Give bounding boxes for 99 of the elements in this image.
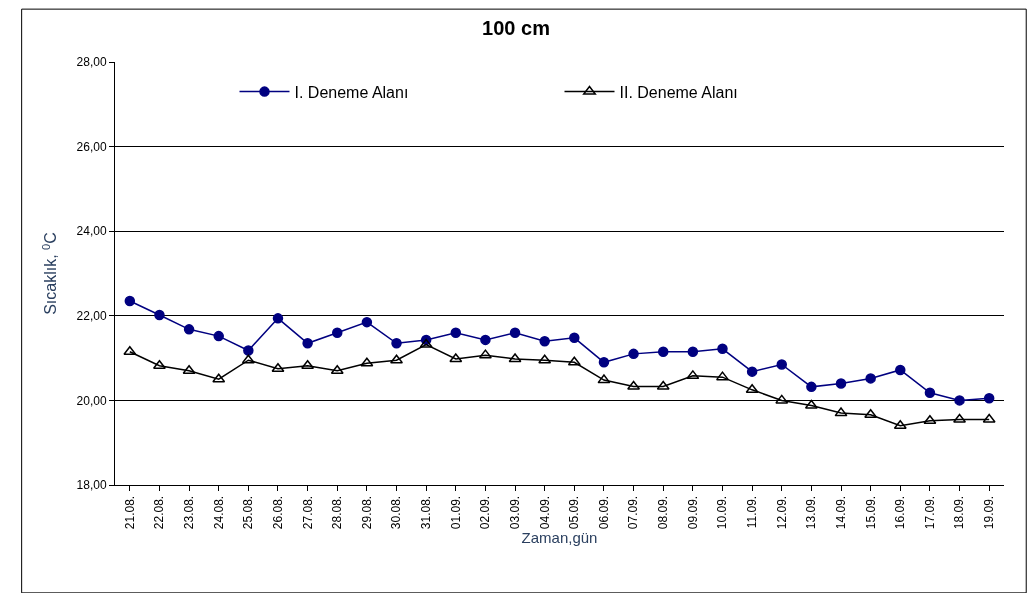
point — [152, 359, 166, 369]
point — [895, 364, 906, 376]
point — [893, 420, 907, 430]
x-tick-label: 06.09. — [596, 495, 611, 530]
point — [419, 338, 433, 348]
point — [656, 380, 670, 390]
point — [449, 353, 463, 363]
x-tick-label: 24.08. — [211, 495, 226, 530]
legend-label: II. Deneme Alanı — [619, 83, 738, 101]
point — [391, 338, 402, 349]
x-tick-label: 04.09. — [537, 495, 552, 530]
point — [182, 365, 196, 375]
x-tick-label: 19.09. — [982, 495, 997, 530]
point — [539, 335, 550, 347]
y-tick-label: 24,00 — [76, 224, 107, 239]
point — [627, 380, 641, 390]
x-tick-label: 29.08. — [359, 495, 374, 530]
point — [538, 354, 552, 364]
point — [745, 384, 759, 394]
point — [567, 356, 581, 366]
point — [597, 374, 611, 384]
x-axis-title: Zaman,gün — [521, 529, 598, 547]
point — [124, 295, 136, 307]
x-tick-label: 16.09. — [893, 495, 908, 530]
x-tick-label: 11.09. — [745, 495, 760, 529]
point — [806, 381, 817, 393]
point — [715, 371, 729, 381]
x-tick-label: 17.09. — [922, 495, 937, 530]
point — [834, 407, 848, 417]
point — [804, 399, 818, 409]
point — [213, 330, 224, 342]
point — [332, 327, 343, 338]
point — [864, 409, 878, 419]
x-tick-label: 15.09. — [863, 495, 878, 530]
point — [775, 394, 789, 404]
point — [241, 354, 255, 364]
point — [480, 334, 491, 346]
point — [508, 353, 522, 363]
x-tick-label: 30.08. — [389, 495, 404, 530]
y-tick-label: 18,00 — [76, 478, 107, 493]
x-tick-label: 05.09. — [567, 495, 582, 530]
point — [478, 349, 492, 359]
legend-label: I. Deneme Alanı — [294, 83, 409, 101]
chart-title: 100 cm — [482, 16, 550, 39]
y-tick-label: 22,00 — [76, 309, 107, 323]
point — [360, 357, 374, 367]
point — [598, 357, 610, 368]
point — [154, 309, 165, 321]
x-tick-label: 08.09. — [656, 495, 671, 530]
x-tick-label: 28.08. — [330, 495, 345, 530]
point — [330, 365, 344, 375]
point — [301, 359, 315, 369]
point — [243, 345, 254, 356]
point — [183, 324, 195, 335]
x-tick-label: 09.09. — [685, 495, 700, 530]
x-tick-label: 25.08. — [241, 495, 256, 530]
point — [569, 332, 580, 344]
point — [954, 395, 965, 406]
x-tick-label: 12.09. — [774, 495, 789, 530]
x-tick-label: 27.08. — [300, 495, 315, 530]
point — [212, 373, 226, 383]
y-tick-label: 28,00 — [76, 55, 107, 70]
point — [302, 338, 313, 349]
point — [361, 316, 373, 328]
point — [687, 346, 699, 358]
x-tick-label: 07.09. — [626, 495, 641, 530]
point — [686, 370, 700, 380]
point — [983, 393, 995, 404]
x-tick-label: 22.08. — [152, 495, 167, 530]
x-tick-label: 03.09. — [507, 495, 522, 530]
point — [450, 327, 462, 338]
point — [272, 313, 284, 324]
x-tick-label: 26.08. — [270, 495, 285, 530]
point — [271, 362, 285, 372]
x-tick-label: 01.09. — [448, 495, 463, 530]
point — [657, 346, 669, 358]
x-tick-label: 14.09. — [833, 495, 848, 530]
x-tick-label: 18.09. — [952, 495, 967, 530]
x-tick-label: 21.08. — [122, 495, 137, 530]
x-tick-label: 23.08. — [181, 495, 196, 530]
y-tick-label: 26,00 — [76, 139, 107, 154]
x-tick-label: 13.09. — [804, 495, 819, 530]
y-tick-label: 20,00 — [76, 393, 107, 408]
point — [982, 413, 996, 423]
point — [923, 414, 937, 424]
point — [717, 343, 728, 355]
point — [865, 373, 876, 384]
x-tick-label: 31.08. — [419, 495, 434, 530]
point — [390, 354, 404, 364]
point — [123, 346, 137, 356]
point — [746, 366, 758, 377]
point — [924, 387, 936, 399]
point — [628, 348, 639, 360]
point — [509, 327, 521, 338]
x-tick-label: 02.09. — [478, 495, 493, 530]
point — [776, 359, 787, 370]
x-tick-label: 10.09. — [715, 495, 730, 530]
point — [835, 378, 847, 389]
point — [953, 413, 967, 423]
